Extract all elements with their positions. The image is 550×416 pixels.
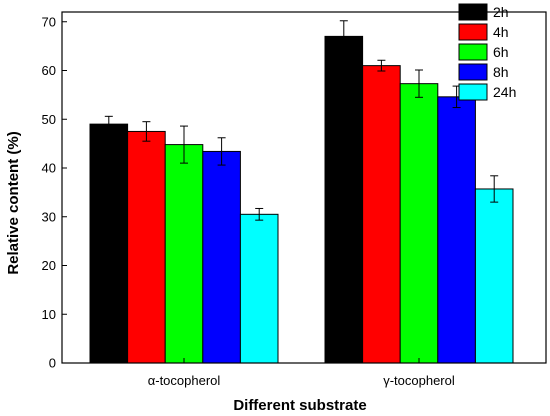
legend-swatch-8h — [458, 63, 488, 81]
y-tick-label: 30 — [42, 209, 56, 224]
legend-label-24h: 24h — [493, 84, 516, 100]
y-tick-label: 50 — [42, 112, 56, 127]
legend-swatch-2h — [458, 3, 488, 21]
y-tick-label: 70 — [42, 14, 56, 29]
x-category-label: α-tocopherol — [148, 373, 221, 388]
legend-label-4h: 4h — [493, 24, 509, 40]
y-tick-label: 20 — [42, 258, 56, 273]
bar-24h-0 — [239, 213, 279, 364]
legend-label-2h: 2h — [493, 4, 509, 20]
y-tick-label: 40 — [42, 161, 56, 176]
bar-2h-1 — [324, 35, 364, 364]
legend-swatch-4h — [458, 23, 488, 41]
legend-swatch-24h — [458, 83, 488, 101]
legend-swatch-6h — [458, 43, 488, 61]
y-axis-ticks: 0 10 20 30 40 50 60 70 — [42, 14, 67, 371]
legend-label-6h: 6h — [493, 44, 509, 60]
y-tick-label: 10 — [42, 307, 56, 322]
bar-8h-0 — [202, 150, 241, 364]
legend-label-8h: 8h — [493, 64, 509, 80]
x-category-label: γ-tocopherol — [383, 373, 455, 388]
x-axis-categories: α-tocopherol γ-tocopherol — [148, 358, 455, 388]
bar-series — [89, 35, 514, 364]
y-axis-title: Relative content (%) — [5, 131, 22, 274]
x-axis-title: Different substrate — [233, 397, 366, 414]
bar-4h-0 — [127, 130, 166, 364]
bar-2h-0 — [89, 123, 129, 364]
bar-24h-1 — [474, 188, 514, 364]
bar-8h-1 — [437, 96, 476, 364]
error-bars — [104, 20, 499, 221]
bar-6h-1 — [399, 83, 439, 364]
bar-4h-1 — [362, 65, 401, 364]
plot-frame-rect — [61, 11, 547, 364]
bar-6h-0 — [164, 144, 204, 364]
plot-frame — [61, 11, 547, 364]
y-tick-label: 0 — [49, 356, 56, 371]
legend: 2h 4h 6h 8h 24h — [458, 3, 516, 101]
y-tick-label: 60 — [42, 63, 56, 78]
